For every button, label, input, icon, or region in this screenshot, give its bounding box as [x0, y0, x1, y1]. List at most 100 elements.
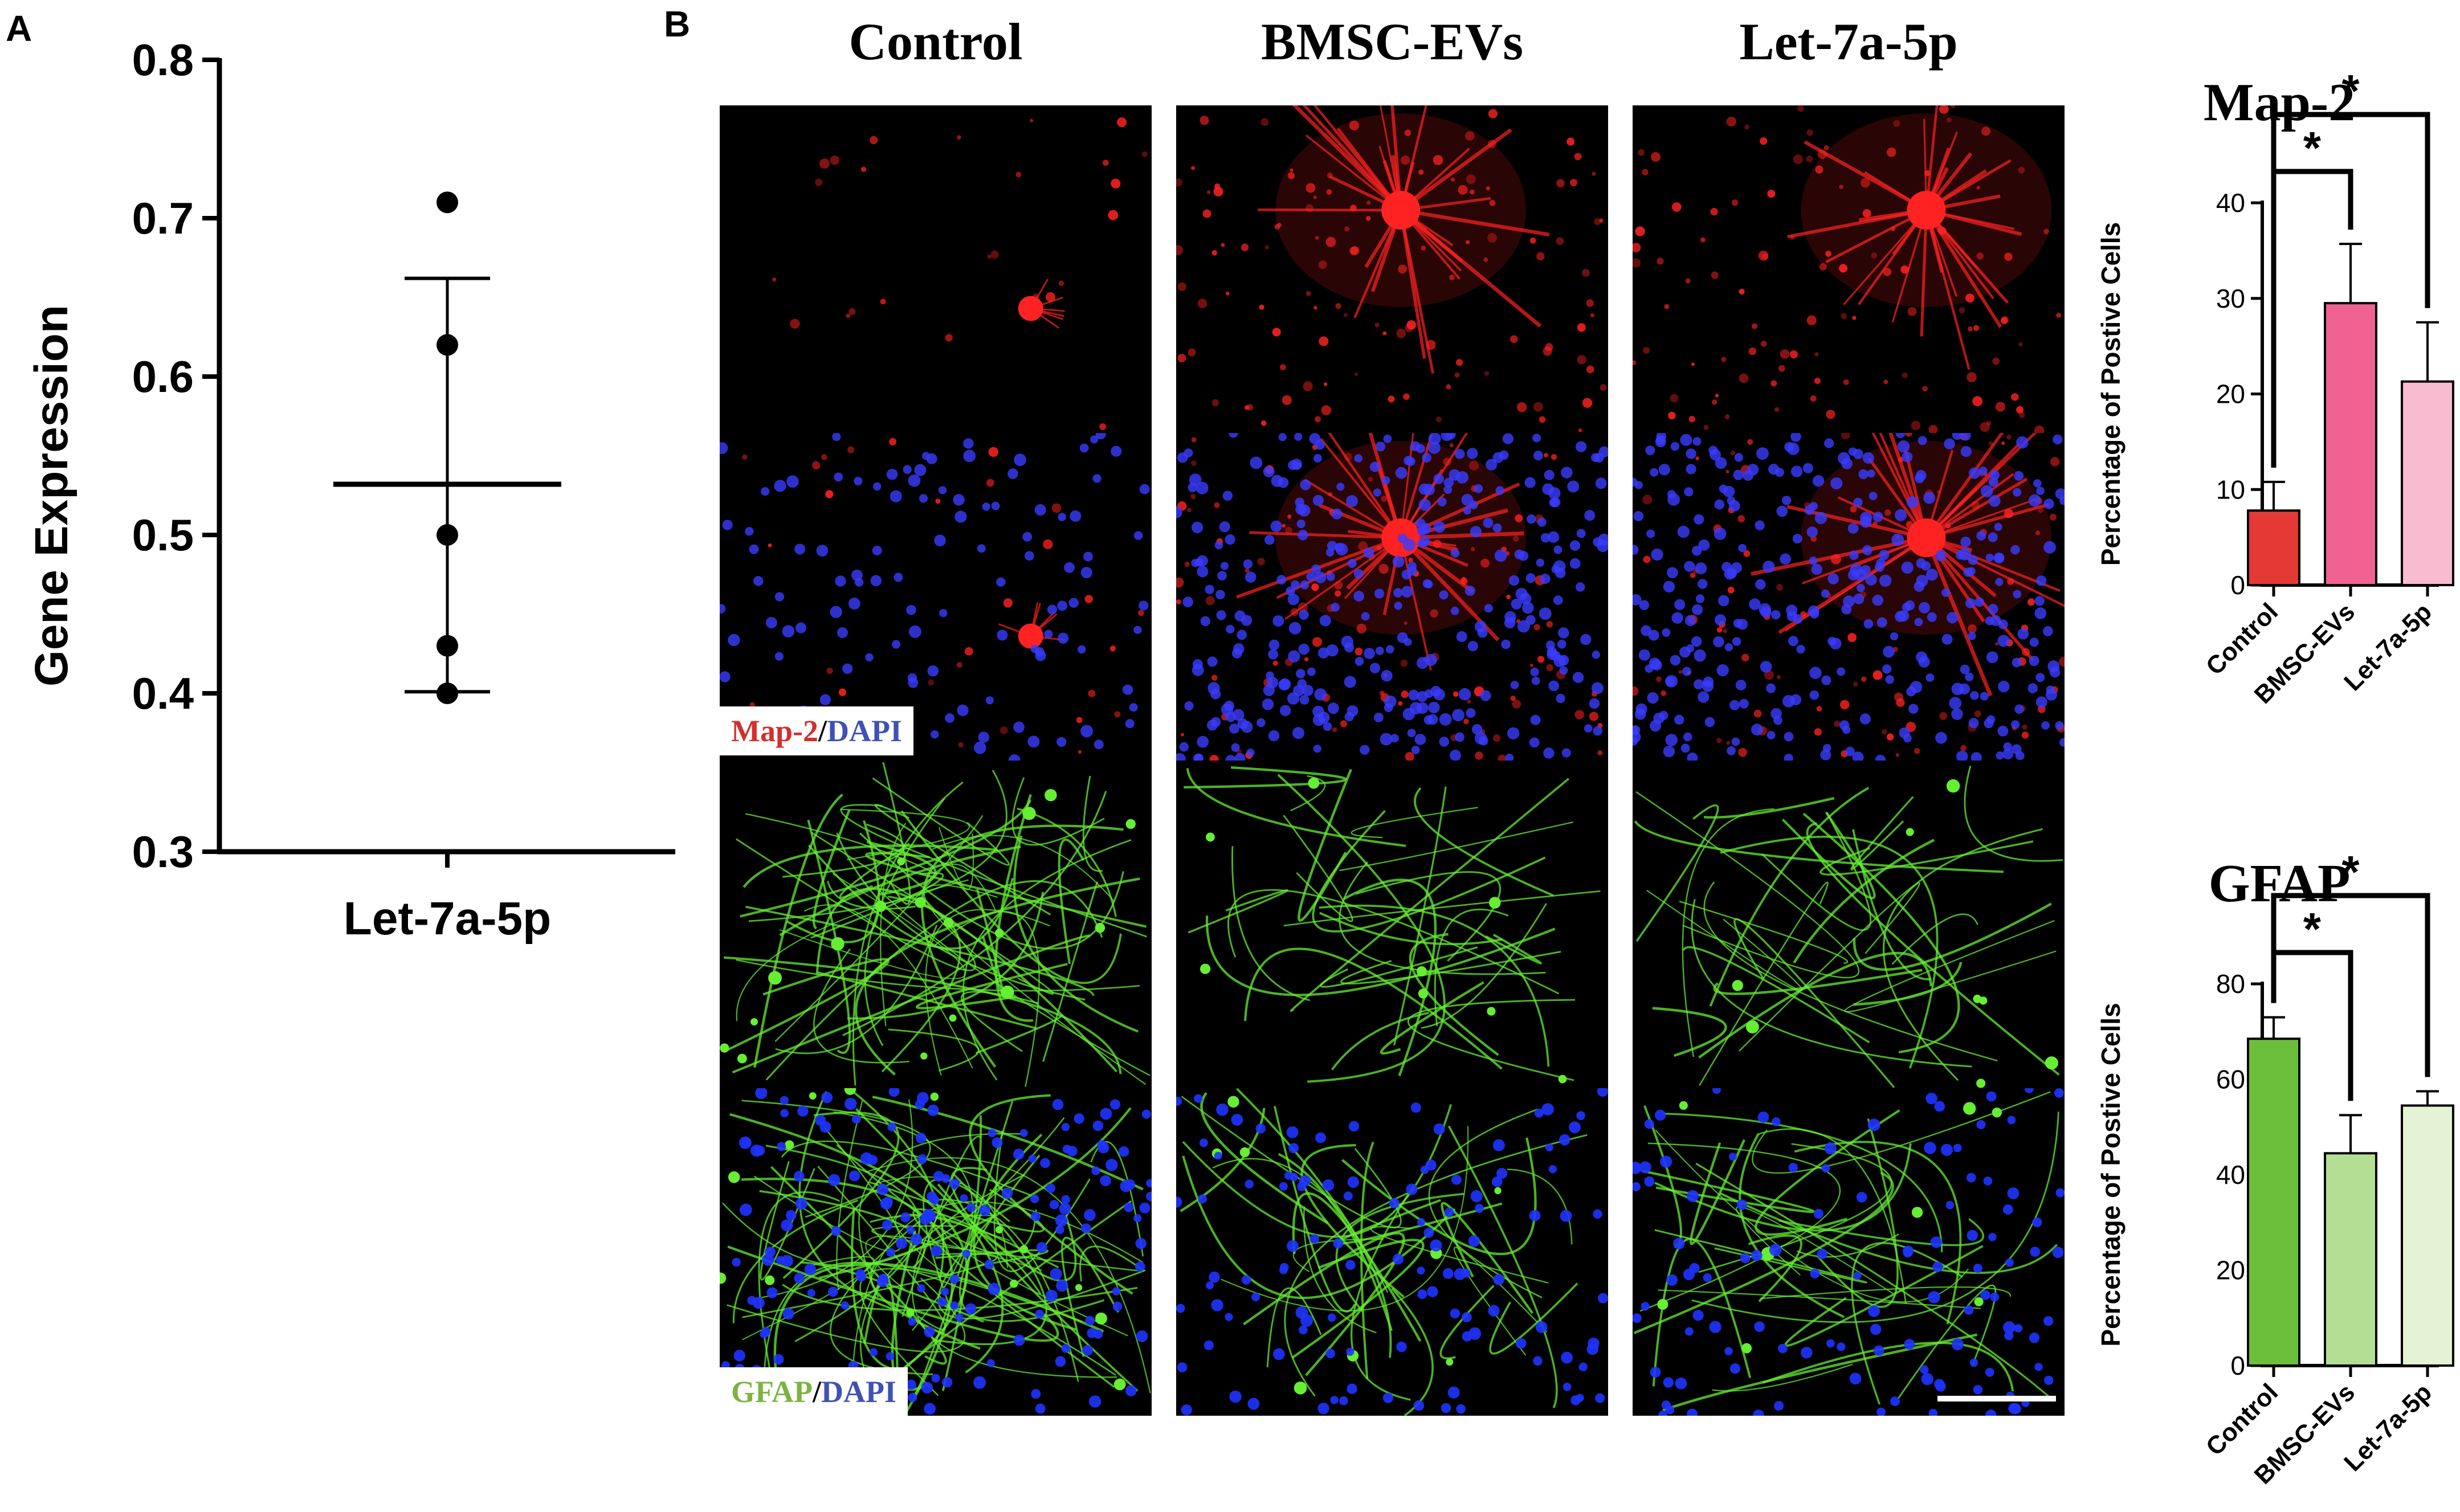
- dapi-nucleus: [1313, 745, 1321, 753]
- map2-signal: [1730, 450, 1736, 456]
- gfap-fiber: [1013, 835, 1139, 1033]
- map2-signal: [1180, 733, 1185, 737]
- map2-signal: [790, 318, 800, 329]
- dapi-nucleus: [1986, 715, 1996, 724]
- astrocyte-body: [1963, 1102, 1976, 1115]
- map2-signal: [1498, 754, 1507, 761]
- dapi-nucleus: [1536, 558, 1545, 567]
- dapi-nucleus: [782, 1307, 794, 1320]
- dapi-nucleus: [1515, 587, 1528, 600]
- map2-signal: [870, 136, 878, 145]
- dapi-nucleus: [1747, 464, 1759, 476]
- dapi-nucleus: [1916, 651, 1928, 663]
- dapi-nucleus: [1548, 1165, 1557, 1174]
- dapi-nucleus: [890, 490, 902, 502]
- map2-signal: [1141, 151, 1148, 157]
- micrograph-image: [772, 117, 1148, 430]
- dapi-nucleus: [781, 1254, 793, 1267]
- map2-signal: [1396, 328, 1406, 338]
- gfap-fiber: [1698, 951, 1933, 1059]
- dapi-nucleus: [1724, 1347, 1733, 1355]
- map2-signal: [1577, 323, 1586, 332]
- dapi-nucleus: [1556, 693, 1565, 704]
- dapi-nucleus: [1580, 634, 1592, 645]
- dapi-nucleus: [722, 520, 733, 530]
- dapi-nucleus: [1176, 1097, 1182, 1106]
- dapi-nucleus: [1786, 442, 1800, 455]
- map2-signal: [1578, 428, 1582, 432]
- gfap-fiber: [933, 911, 1040, 1087]
- dapi-nucleus: [1677, 525, 1690, 538]
- map2-signal: [1929, 522, 1936, 530]
- map2-signal: [1003, 598, 1013, 608]
- map2-signal: [1506, 594, 1511, 599]
- map2-signal: [1335, 590, 1341, 597]
- map2-signal: [1852, 316, 1857, 320]
- dapi-nucleus: [728, 634, 740, 647]
- dapi-nucleus: [1384, 695, 1397, 708]
- dapi-nucleus: [1057, 632, 1069, 644]
- dapi-nucleus: [1046, 1183, 1056, 1194]
- micrograph-image: [1184, 766, 1601, 1084]
- dapi-nucleus: [1541, 1103, 1554, 1115]
- map2-signal: [1633, 243, 1641, 253]
- dapi-nucleus: [1988, 604, 1998, 614]
- neurite: [1400, 208, 1550, 236]
- gfap-fiber: [1380, 981, 1484, 1055]
- astrocyte-body: [844, 1088, 856, 1095]
- gfap-fiber: [1703, 796, 1835, 819]
- neuron-body: [1907, 191, 1946, 230]
- dapi-nucleus: [1633, 477, 1638, 487]
- dapi-nucleus: [1534, 1108, 1544, 1118]
- dapi-nucleus: [1529, 737, 1540, 748]
- dapi-nucleus: [1443, 485, 1453, 495]
- dapi-nucleus: [1809, 556, 1818, 565]
- dapi-nucleus: [919, 494, 928, 503]
- map2-signal: [1209, 754, 1219, 761]
- dapi-nucleus: [1061, 1123, 1070, 1131]
- micrograph-map2-bmsc-evs: [1176, 105, 1608, 433]
- dapi-nucleus: [1264, 534, 1275, 545]
- dapi-nucleus: [1055, 1356, 1066, 1367]
- map2-signal: [1981, 126, 1991, 136]
- dapi-nucleus: [1647, 692, 1659, 704]
- dapi-nucleus: [1755, 579, 1766, 590]
- dapi-nucleus: [1959, 547, 1972, 561]
- dapi-nucleus: [921, 1382, 933, 1394]
- map2-signal: [1816, 706, 1822, 712]
- map2-signal: [1886, 147, 1896, 157]
- gfap-fiber: [1760, 1286, 2011, 1299]
- dapi-nucleus: [1194, 1094, 1203, 1103]
- dapi-nucleus: [1007, 468, 1018, 479]
- dapi-nucleus: [1211, 1299, 1223, 1311]
- gfap-fiber: [1266, 1287, 1322, 1368]
- map2-signal: [1334, 581, 1343, 590]
- dapi-nucleus: [1347, 1176, 1359, 1188]
- map2-signal: [1350, 205, 1357, 211]
- map2-signal: [1894, 692, 1903, 702]
- map2-signal: [1546, 621, 1553, 628]
- dapi-nucleus: [927, 1104, 939, 1117]
- dapi-nucleus: [1225, 534, 1235, 545]
- map2-signal: [1468, 460, 1479, 471]
- dapi-nucleus: [2043, 1316, 2054, 1326]
- dapi-nucleus: [1837, 667, 1846, 676]
- dapi-nucleus: [1052, 1099, 1064, 1110]
- micrograph-gfap-dapi-bmsc-evs: [1176, 1088, 1608, 1416]
- dapi-nucleus: [848, 1170, 860, 1182]
- map2-signal: [1695, 456, 1699, 460]
- gfap-fiber: [1278, 1153, 1393, 1331]
- dapi-nucleus: [1375, 646, 1384, 655]
- dapi-nucleus: [1279, 1182, 1288, 1191]
- dapi-nucleus: [761, 487, 770, 496]
- dapi-nucleus: [1417, 1217, 1426, 1227]
- dapi-nucleus: [1288, 1143, 1299, 1154]
- dapi-nucleus: [1146, 1179, 1152, 1188]
- dapi-nucleus: [1578, 1362, 1588, 1371]
- dapi-nucleus: [1300, 1314, 1313, 1327]
- map2-signal: [1029, 118, 1034, 122]
- map2-signal: [1114, 711, 1121, 718]
- dapi-nucleus: [1812, 475, 1825, 487]
- map2-signal: [1408, 558, 1413, 563]
- map2-signal: [1533, 402, 1543, 412]
